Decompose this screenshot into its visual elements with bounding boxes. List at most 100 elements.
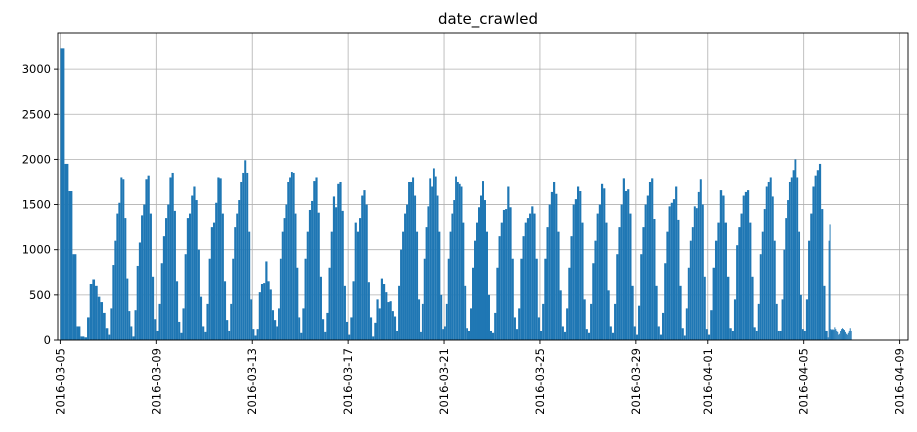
y-tick-label: 500 xyxy=(29,288,51,302)
histogram-bar xyxy=(600,183,604,340)
histogram-bar xyxy=(653,219,656,340)
histogram-bar xyxy=(843,329,844,340)
histogram-bar xyxy=(383,284,386,340)
histogram-bar xyxy=(846,334,848,340)
histogram-bar xyxy=(823,285,826,340)
histogram-bar xyxy=(581,222,584,340)
histogram-bar xyxy=(132,336,135,340)
histogram-bar xyxy=(226,320,229,340)
histogram-bar xyxy=(202,326,205,340)
histogram-bar xyxy=(193,186,196,340)
histogram-bar xyxy=(175,281,179,340)
histogram-bar xyxy=(542,303,545,340)
histogram-bar xyxy=(453,200,456,340)
histogram-bar xyxy=(478,207,481,340)
histogram-bar xyxy=(655,285,658,340)
histogram-bar xyxy=(679,285,682,340)
histogram-bar xyxy=(359,218,362,340)
histogram-bar xyxy=(281,231,284,340)
histogram-bar xyxy=(845,333,847,340)
histogram-bar xyxy=(313,181,316,340)
histogram-bar xyxy=(771,196,774,340)
histogram-bar xyxy=(103,312,106,340)
x-tick-label: 2016-03-25 xyxy=(533,348,547,415)
histogram-bar xyxy=(535,258,538,340)
histogram-bar xyxy=(627,189,630,340)
histogram-bar xyxy=(620,204,623,340)
histogram-bar xyxy=(629,213,632,340)
histogram-bar xyxy=(130,326,133,340)
histogram-bar xyxy=(529,213,532,340)
histogram-bar xyxy=(705,329,708,340)
histogram-bar xyxy=(356,231,360,340)
histogram-bar xyxy=(326,312,329,340)
histogram-bar xyxy=(369,317,373,340)
histogram-bar xyxy=(398,285,401,340)
histogram-bar xyxy=(120,177,123,340)
histogram-bar xyxy=(640,254,643,340)
histogram-bar xyxy=(145,179,148,340)
histogram-bar xyxy=(311,200,314,340)
histogram-bar xyxy=(215,202,218,340)
histogram-bar xyxy=(169,177,172,340)
histogram-bar xyxy=(396,330,399,340)
histogram-bar xyxy=(339,181,342,340)
histogram-bar xyxy=(434,176,437,340)
histogram-bar xyxy=(285,204,288,340)
histogram-bar xyxy=(427,206,430,340)
histogram-bar xyxy=(184,254,187,340)
histogram-bar xyxy=(609,326,612,340)
histogram-bar xyxy=(836,330,838,340)
histogram-bar xyxy=(759,254,762,340)
histogram-bar xyxy=(502,209,506,340)
histogram-bar xyxy=(278,308,280,340)
histogram-bar xyxy=(526,218,530,340)
histogram-bar xyxy=(607,290,610,340)
histogram-bar xyxy=(210,227,213,340)
histogram-bar xyxy=(812,186,815,340)
x-tick-label: 2016-04-09 xyxy=(893,348,907,415)
histogram-bar xyxy=(670,202,673,340)
histogram-bar xyxy=(464,285,467,340)
histogram-bar xyxy=(563,331,567,340)
y-tick-label: 1000 xyxy=(22,243,51,257)
histogram-bar xyxy=(825,330,828,340)
histogram-bar xyxy=(221,213,224,340)
histogram-bar xyxy=(659,334,663,340)
histogram-bar xyxy=(592,263,595,340)
histogram-bar xyxy=(191,195,194,340)
histogram-bar xyxy=(472,267,475,340)
histogram-bar xyxy=(451,213,454,340)
histogram-bar xyxy=(614,303,617,340)
histogram-bar xyxy=(605,222,608,340)
histogram-bar xyxy=(742,195,745,340)
histogram-bar xyxy=(126,278,129,340)
histogram-bar xyxy=(832,329,834,340)
histogram-bar xyxy=(693,206,696,340)
histogram-bar xyxy=(246,172,249,340)
histogram-bar xyxy=(256,329,259,340)
histogram-bar xyxy=(631,285,634,340)
histogram-bar xyxy=(722,195,725,340)
histogram-bar xyxy=(801,329,804,340)
histogram-bars xyxy=(60,48,852,340)
histogram-bar xyxy=(60,48,65,340)
histogram-bar xyxy=(785,218,788,340)
histogram-bar xyxy=(537,317,540,340)
histogram-bar xyxy=(267,281,270,340)
histogram-bar xyxy=(387,302,390,340)
histogram-bar xyxy=(158,303,161,340)
histogram-bar xyxy=(330,231,333,340)
histogram-bar xyxy=(544,258,547,340)
histogram-bar xyxy=(491,332,495,340)
histogram-bar xyxy=(703,276,706,340)
histogram-bar xyxy=(444,326,446,340)
histogram-bar xyxy=(204,331,207,340)
histogram-bar xyxy=(189,213,192,340)
histogram-bar xyxy=(108,334,111,340)
histogram-bar xyxy=(833,330,835,340)
histogram-bar xyxy=(557,231,560,340)
histogram-bar xyxy=(555,193,558,340)
histogram-bar xyxy=(829,224,831,340)
